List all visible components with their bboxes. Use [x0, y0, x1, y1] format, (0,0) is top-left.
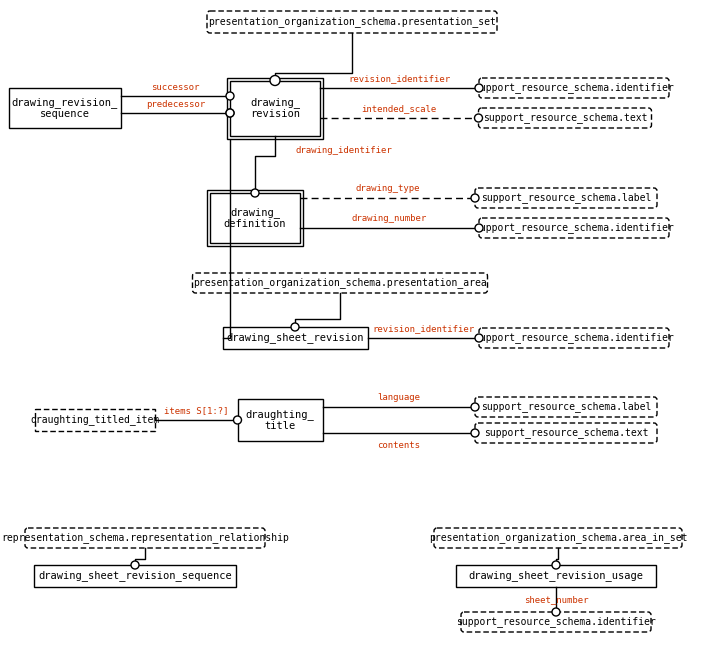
FancyBboxPatch shape [479, 328, 669, 348]
Text: support_resource_schema.label: support_resource_schema.label [481, 401, 651, 413]
Circle shape [251, 189, 259, 197]
FancyBboxPatch shape [192, 273, 487, 293]
Text: drawing_number: drawing_number [352, 214, 427, 223]
Text: support_resource_schema.identifier: support_resource_schema.identifier [474, 333, 674, 343]
Circle shape [475, 334, 483, 342]
FancyBboxPatch shape [479, 78, 669, 98]
Circle shape [474, 114, 482, 122]
Bar [9, 88, 121, 128]
FancyBboxPatch shape [461, 612, 651, 632]
Bar [210, 193, 300, 243]
Bar [35, 409, 155, 431]
Circle shape [552, 608, 560, 616]
Text: presentation_organization_schema.presentation_set: presentation_organization_schema.present… [208, 16, 496, 28]
Text: drawing_
revision: drawing_ revision [250, 97, 300, 119]
Circle shape [226, 109, 234, 117]
Text: support_resource_schema.text: support_resource_schema.text [483, 113, 647, 123]
Text: drawing_type: drawing_type [356, 184, 420, 193]
Text: presentation_organization_schema.area_in_set: presentation_organization_schema.area_in… [429, 532, 687, 544]
Text: representation_schema.representation_relationship: representation_schema.representation_rel… [1, 532, 289, 544]
FancyBboxPatch shape [475, 423, 657, 443]
Text: revision_identifier: revision_identifier [372, 324, 474, 333]
Circle shape [226, 109, 234, 117]
Circle shape [471, 194, 479, 202]
Bar [222, 327, 367, 349]
Text: intended_scale: intended_scale [362, 104, 437, 113]
Bar [456, 565, 656, 587]
Text: support_resource_schema.text: support_resource_schema.text [484, 428, 648, 438]
Text: drawing_sheet_revision_usage: drawing_sheet_revision_usage [468, 571, 643, 581]
FancyBboxPatch shape [25, 528, 265, 548]
Text: revision_identifier: revision_identifier [348, 74, 451, 83]
Text: drawing_sheet_revision: drawing_sheet_revision [226, 333, 364, 343]
FancyBboxPatch shape [434, 528, 682, 548]
Text: drawing_
definition: drawing_ definition [224, 207, 287, 229]
Text: language: language [377, 393, 420, 402]
Circle shape [234, 416, 241, 424]
FancyBboxPatch shape [475, 188, 657, 208]
Text: predecessor: predecessor [146, 100, 205, 109]
Circle shape [131, 561, 139, 569]
FancyBboxPatch shape [479, 108, 651, 128]
Circle shape [475, 84, 483, 92]
Text: presentation_organization_schema.presentation_area: presentation_organization_schema.present… [193, 277, 487, 289]
Circle shape [552, 561, 560, 569]
Text: support_resource_schema.identifier: support_resource_schema.identifier [456, 617, 656, 627]
Text: support_resource_schema.identifier: support_resource_schema.identifier [474, 223, 674, 233]
Text: contents: contents [377, 441, 420, 450]
Text: items S[1:?]: items S[1:?] [164, 406, 229, 415]
Text: support_resource_schema.label: support_resource_schema.label [481, 192, 651, 204]
Text: drawing_identifier: drawing_identifier [295, 146, 391, 155]
Bar [207, 190, 303, 246]
Bar [34, 565, 236, 587]
Text: successor: successor [151, 83, 200, 92]
FancyBboxPatch shape [475, 397, 657, 417]
Text: draughting_
title: draughting_ title [246, 409, 315, 431]
FancyBboxPatch shape [479, 218, 669, 238]
Bar [230, 80, 320, 136]
Bar [237, 399, 322, 441]
FancyBboxPatch shape [207, 11, 497, 33]
Circle shape [226, 92, 234, 100]
Text: sheet_number: sheet_number [524, 595, 589, 604]
Text: drawing_revision_
sequence: drawing_revision_ sequence [12, 97, 118, 119]
Text: support_resource_schema.identifier: support_resource_schema.identifier [474, 82, 674, 94]
Text: draughting_titled_item: draughting_titled_item [30, 415, 160, 426]
Circle shape [270, 76, 280, 86]
Circle shape [471, 429, 479, 437]
Bar [227, 78, 323, 138]
Circle shape [291, 323, 299, 331]
Circle shape [471, 403, 479, 411]
Circle shape [475, 224, 483, 232]
Text: drawing_sheet_revision_sequence: drawing_sheet_revision_sequence [38, 571, 232, 581]
